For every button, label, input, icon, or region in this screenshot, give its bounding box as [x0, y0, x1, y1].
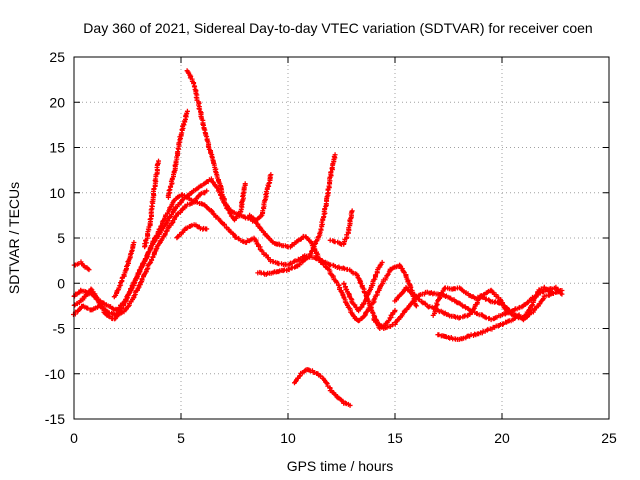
sdtvar-chart: Day 360 of 2021, Sidereal Day-to-day VTE… — [0, 0, 640, 480]
series-markers — [174, 222, 209, 240]
series-arc-20 — [328, 208, 355, 247]
series-markers — [166, 109, 190, 200]
x-tick-label: 20 — [494, 430, 510, 446]
series-markers — [247, 172, 273, 222]
y-tick-label: 20 — [49, 94, 65, 110]
x-tick-label: 10 — [280, 430, 296, 446]
series-markers — [328, 208, 355, 247]
series-arc-11 — [247, 172, 273, 222]
x-tick-label: 25 — [601, 430, 617, 446]
series-arc-7 — [166, 109, 190, 200]
y-tick-label: 0 — [57, 275, 65, 291]
series-arc-3 — [72, 188, 209, 321]
x-tick-label: 5 — [177, 430, 185, 446]
y-axis-label: SDTVAR / TECUs — [6, 182, 22, 294]
series-markers — [72, 259, 92, 272]
y-tick-label: 15 — [49, 140, 65, 156]
y-tick-label: 10 — [49, 185, 65, 201]
y-tick-label: -15 — [45, 411, 65, 427]
y-tick-label: 25 — [49, 49, 65, 65]
y-tick-label: -10 — [45, 366, 65, 382]
series-markers — [72, 188, 209, 321]
series-arc-8 — [174, 222, 209, 240]
chart-title: Day 360 of 2021, Sidereal Day-to-day VTE… — [83, 20, 592, 36]
series-markers — [292, 367, 353, 408]
x-tick-label: 15 — [387, 430, 403, 446]
x-axis-label: GPS time / hours — [287, 458, 394, 474]
series-arc-2 — [71, 199, 325, 317]
y-tick-label: -5 — [53, 321, 66, 337]
x-tick-label: 0 — [70, 430, 78, 446]
series-arc-4 — [72, 259, 92, 272]
y-tick-label: 5 — [57, 230, 65, 246]
series-arc-21 — [292, 367, 353, 408]
series-markers — [71, 199, 325, 317]
